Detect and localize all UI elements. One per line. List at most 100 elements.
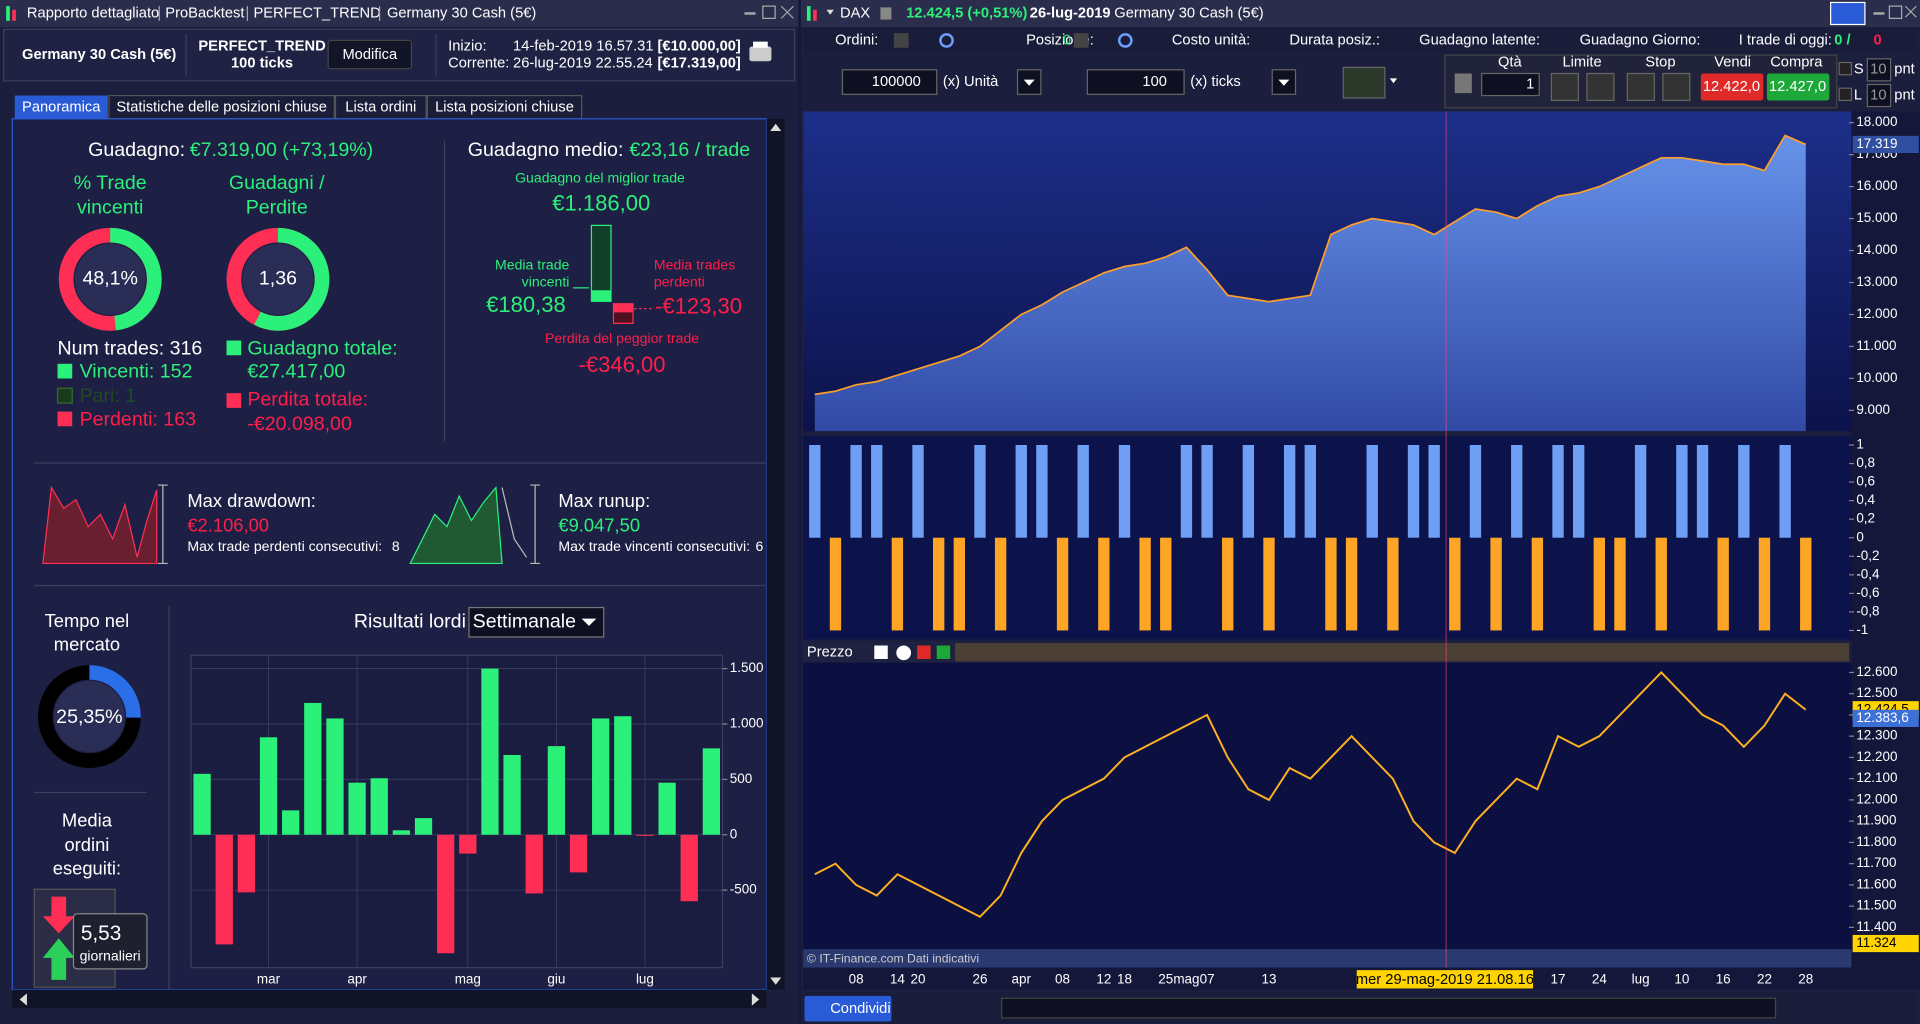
down-arrow [42, 896, 75, 934]
dropdown-arrow[interactable] [581, 618, 597, 626]
sell-price[interactable]: 12.422,0 [1703, 79, 1760, 95]
qty-value[interactable]: 1 [1526, 76, 1534, 92]
bar [1511, 444, 1523, 538]
winners: Vincenti: 152 [80, 361, 193, 383]
s-input[interactable] [1866, 58, 1892, 82]
up-arrow [42, 938, 75, 980]
l-value[interactable]: 10 [1870, 87, 1886, 103]
window-icon[interactable] [874, 645, 888, 659]
y-tick-label: 11.500 [1856, 898, 1896, 913]
bar [1531, 537, 1544, 631]
strategy-icon[interactable] [1342, 66, 1386, 99]
tab[interactable]: Statistiche delle posizioni chiuse [116, 100, 327, 116]
symbol: DAX [840, 5, 870, 21]
close-button[interactable] [1904, 5, 1917, 18]
y-tick-label: 9.000 [1856, 402, 1890, 417]
time-scrollbar[interactable] [1001, 997, 1777, 1019]
stop-label: Stop [1645, 54, 1675, 70]
icon[interactable] [1073, 33, 1089, 48]
dropdown-arrow[interactable] [1023, 79, 1035, 86]
tab[interactable]: Lista posizioni chiuse [435, 100, 574, 116]
tab[interactable]: Lista ordini [345, 100, 416, 116]
quantity-value[interactable]: 100000 [872, 74, 921, 90]
bar [1387, 537, 1399, 631]
trade-range-bar [590, 224, 612, 302]
title-item: Germany 30 Cash (5€) [387, 5, 536, 21]
bar [1366, 444, 1378, 538]
sell-button[interactable] [1700, 73, 1764, 101]
market-time-title: mercato [54, 633, 120, 654]
qty-input[interactable] [1481, 72, 1540, 97]
maximize-button[interactable] [762, 5, 776, 19]
period-label[interactable]: Settimanale [473, 610, 576, 632]
x-tick-label: apr [1012, 971, 1032, 986]
minimize-button[interactable] [1873, 12, 1885, 15]
stop-sell[interactable] [1662, 72, 1691, 102]
bar [1572, 444, 1585, 538]
limit-buy[interactable] [1550, 72, 1579, 102]
period-dropdown[interactable] [468, 606, 605, 638]
close-button[interactable] [780, 5, 794, 19]
maximize-button[interactable] [1888, 5, 1903, 19]
h-scrollbar[interactable] [12, 989, 767, 1009]
wrench-icon[interactable] [1454, 73, 1472, 94]
settings-icon[interactable] [1117, 33, 1133, 48]
ticks-input[interactable] [1086, 69, 1185, 95]
s-value[interactable]: 10 [1870, 62, 1886, 78]
bar [1180, 444, 1193, 538]
down-icon[interactable] [917, 645, 931, 659]
total-gain: €27.417,00 [247, 361, 345, 383]
settings-icon[interactable] [939, 33, 954, 48]
bar [1077, 444, 1089, 538]
up-icon[interactable] [936, 645, 951, 659]
l-input[interactable] [1866, 83, 1892, 108]
modify-button[interactable] [327, 39, 413, 70]
x-tick-label: giu [547, 971, 565, 986]
x-tick-label: 10 [1674, 971, 1689, 986]
toolbar-label: I trade di oggi: [1739, 32, 1832, 48]
x-tick-label: 07 [1200, 971, 1215, 986]
donut-center [53, 681, 125, 753]
y-tick-label: 12.300 [1856, 728, 1897, 743]
print-icon[interactable] [749, 46, 772, 62]
avg-win-bar [591, 290, 612, 302]
info-icon[interactable] [880, 7, 892, 20]
ticks-label: (x) ticks [1190, 74, 1241, 90]
drawdown-sketch [42, 485, 158, 565]
dropdown-arrow[interactable] [1389, 78, 1398, 84]
checkbox[interactable] [1838, 87, 1853, 102]
orders-title: Media [62, 810, 113, 831]
s-label: S [1854, 62, 1864, 78]
buy-button[interactable] [1766, 73, 1830, 101]
y-tick-label: 0 [1856, 529, 1863, 544]
quantity-input[interactable] [841, 69, 938, 95]
minimize-button[interactable] [744, 12, 756, 15]
orders-callout [72, 913, 148, 970]
strategy-name: PERFECT_TREND [198, 38, 325, 54]
buy-price[interactable]: 12.427,0 [1769, 79, 1826, 95]
runup-sketch [409, 485, 503, 565]
limit-sell[interactable] [1586, 72, 1615, 102]
orders-value: 5,53 [81, 922, 121, 945]
menu-arrow[interactable] [826, 9, 834, 15]
tab[interactable]: Panoramica [22, 100, 101, 116]
title-bar [800, 0, 1920, 27]
ticks-value[interactable]: 100 [1142, 74, 1167, 90]
dropdown-arrow[interactable] [1278, 79, 1290, 86]
tab-active[interactable] [14, 95, 108, 119]
keyboard-icon[interactable] [1830, 1, 1866, 26]
checkbox[interactable] [1838, 61, 1853, 76]
total-loss-label: Perdita totale: [247, 389, 368, 411]
stop-buy[interactable] [1626, 72, 1655, 102]
share-button[interactable] [804, 995, 892, 1022]
v-scrollbar[interactable] [766, 118, 785, 990]
bar [1469, 444, 1482, 538]
bar [1118, 444, 1131, 538]
title-bar [0, 0, 799, 27]
win-rate-title: vincenti [77, 196, 143, 218]
share-label[interactable]: Condividi [830, 1001, 890, 1017]
avg-win-label: Media trade [495, 257, 570, 273]
icon[interactable] [893, 33, 909, 48]
close-icon[interactable] [896, 645, 912, 661]
